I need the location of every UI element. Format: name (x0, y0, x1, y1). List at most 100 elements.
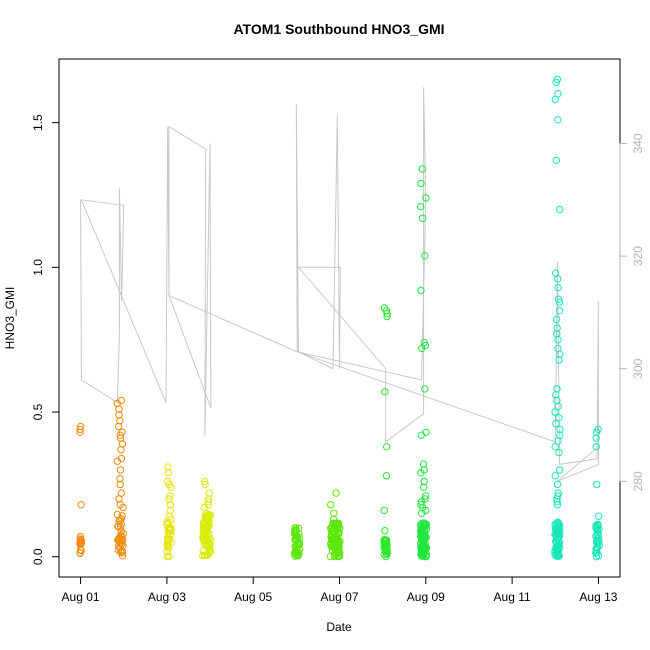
data-point (422, 550, 431, 558)
data-point (165, 525, 174, 533)
pressure-series (80, 87, 599, 482)
data-point (382, 472, 391, 480)
data-point (554, 518, 562, 526)
data-point (336, 549, 344, 557)
data-point (205, 517, 213, 525)
data-point (421, 252, 429, 260)
data-point (76, 538, 85, 546)
axes: Aug 01 Aug 03 Aug 05 Aug 07 Aug 09 Aug 11 Aug … (31, 114, 645, 604)
data-point (77, 537, 85, 545)
data-point (76, 546, 85, 554)
data-point (417, 179, 425, 188)
data-point (554, 336, 562, 344)
data-point (418, 214, 427, 222)
data-point (554, 283, 562, 292)
data-point (295, 533, 304, 542)
data-point (381, 527, 389, 535)
data-point (593, 480, 601, 489)
data-point (166, 492, 174, 500)
pressure-line (80, 87, 599, 482)
data-point (164, 469, 173, 477)
y-tick-label: 0.5 (31, 403, 45, 420)
data-point (382, 307, 390, 315)
data-point (163, 547, 172, 556)
x-tick-label: Aug 05 (234, 590, 272, 604)
data-point (119, 503, 127, 512)
data-point (553, 495, 561, 503)
data-point (593, 549, 601, 557)
data-point (113, 457, 122, 465)
hno3-points (76, 75, 603, 561)
data-point (116, 431, 124, 439)
data-point (556, 205, 564, 214)
x-tick-label: Aug 07 (320, 590, 358, 604)
data-point (593, 428, 601, 436)
data-point (331, 552, 339, 561)
y-axis-label: HNO3_GMI (3, 287, 17, 350)
right-tick-label: 320 (631, 246, 645, 266)
data-point (116, 480, 125, 489)
data-point (113, 510, 122, 519)
data-point (115, 534, 123, 542)
data-point (163, 552, 172, 561)
data-point (202, 510, 211, 518)
data-point (166, 501, 175, 509)
y-tick-label: 1.5 (31, 114, 45, 131)
data-point (556, 298, 564, 306)
data-point (205, 489, 214, 497)
data-point (335, 540, 343, 548)
data-point (117, 446, 125, 454)
data-point (163, 540, 172, 548)
data-point (115, 542, 123, 550)
data-point (592, 434, 600, 442)
data-point (418, 534, 426, 543)
data-point (164, 537, 172, 546)
data-point (199, 552, 207, 560)
data-point (555, 448, 563, 457)
data-point (326, 552, 335, 561)
data-point (554, 437, 562, 445)
x-tick-label: Aug 13 (579, 590, 617, 604)
data-point (204, 513, 212, 521)
data-point (418, 165, 426, 173)
data-point (421, 534, 430, 542)
data-point (420, 483, 428, 491)
data-point (554, 275, 562, 283)
data-point (551, 408, 559, 416)
x-tick-label: Aug 01 (62, 590, 100, 604)
data-point (417, 431, 425, 439)
data-point (115, 495, 123, 503)
data-point (201, 477, 209, 486)
data-point (383, 310, 391, 318)
data-point (115, 411, 123, 419)
x-axis-label: Date (326, 620, 352, 634)
data-point (422, 533, 430, 541)
data-point (422, 194, 430, 202)
data-point (116, 543, 124, 551)
data-point (116, 466, 125, 474)
data-point (552, 315, 561, 324)
data-point (76, 549, 84, 557)
data-point (382, 545, 391, 553)
data-point (553, 498, 561, 506)
data-point (291, 547, 299, 556)
data-point (552, 78, 560, 86)
data-point (552, 156, 560, 165)
data-point (421, 521, 429, 529)
data-point (554, 534, 562, 542)
data-point (592, 546, 601, 555)
data-point (76, 425, 84, 434)
x-tick-label: Aug 03 (148, 590, 186, 604)
data-point (167, 515, 175, 524)
data-point (380, 506, 388, 515)
x-tick-label: Aug 11 (494, 590, 531, 604)
data-point (554, 402, 562, 410)
data-point (117, 523, 125, 531)
data-point (201, 480, 209, 489)
data-point (555, 525, 563, 534)
data-point (200, 528, 208, 537)
chart-title: ATOM1 Southbound HNO3_GMI (233, 21, 444, 37)
data-point (331, 534, 339, 542)
data-point (553, 501, 562, 509)
